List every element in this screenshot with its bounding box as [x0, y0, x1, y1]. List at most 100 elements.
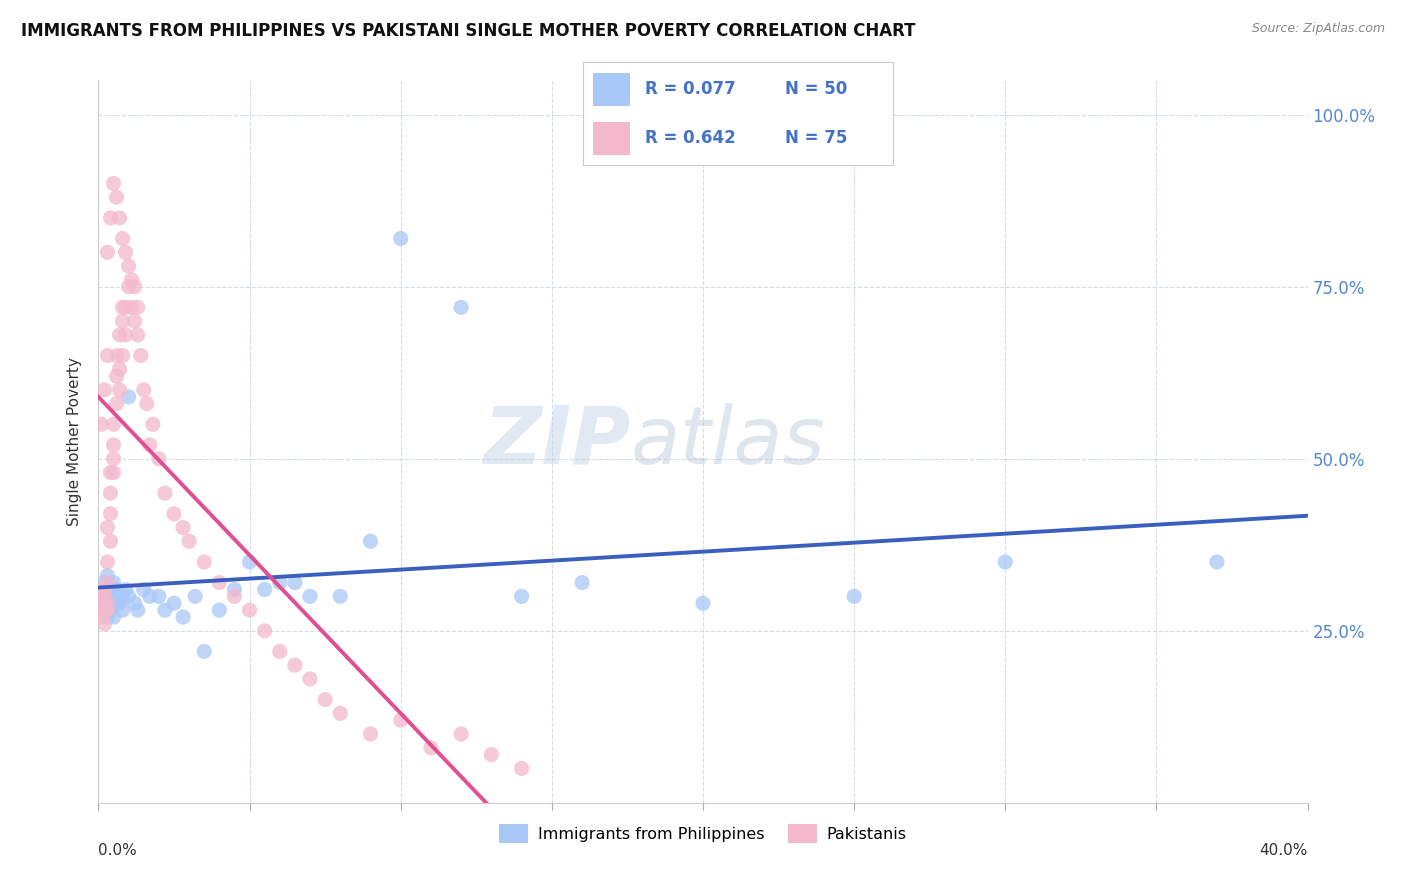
Point: [208, 603, 231, 617]
Point: [96, 582, 118, 597]
Point: [844, 590, 866, 604]
Text: ZIP: ZIP: [484, 402, 630, 481]
FancyBboxPatch shape: [593, 122, 630, 155]
Point: [360, 727, 382, 741]
Point: [96, 555, 118, 569]
Point: [105, 582, 128, 597]
Point: [389, 231, 412, 245]
Point: [103, 177, 125, 191]
Point: [108, 596, 131, 610]
Point: [96, 596, 118, 610]
Point: [90, 582, 112, 597]
Text: R = 0.077: R = 0.077: [645, 80, 737, 98]
Point: [108, 362, 131, 376]
Point: [111, 590, 134, 604]
Point: [100, 596, 122, 610]
Point: [124, 596, 146, 610]
Point: [148, 590, 170, 604]
Point: [269, 575, 291, 590]
Point: [90, 596, 112, 610]
Point: [111, 314, 134, 328]
Point: [127, 603, 149, 617]
Point: [129, 349, 152, 363]
Point: [96, 610, 118, 624]
Point: [111, 603, 134, 617]
Point: [253, 582, 276, 597]
Point: [100, 466, 122, 480]
Point: [108, 590, 131, 604]
Point: [121, 301, 143, 315]
Point: [329, 706, 352, 721]
Y-axis label: Single Mother Poverty: Single Mother Poverty: [67, 357, 83, 526]
Point: [118, 590, 141, 604]
Text: atlas: atlas: [630, 402, 825, 481]
Point: [299, 590, 322, 604]
Point: [114, 301, 136, 315]
Text: 0.0%: 0.0%: [98, 843, 138, 857]
Legend: Immigrants from Philippines, Pakistanis: Immigrants from Philippines, Pakistanis: [494, 818, 912, 849]
Point: [224, 590, 246, 604]
Point: [148, 451, 170, 466]
Point: [93, 383, 115, 397]
Point: [114, 327, 136, 342]
Point: [103, 417, 125, 432]
Point: [100, 590, 122, 604]
Point: [127, 301, 149, 315]
Point: [108, 211, 131, 225]
Point: [121, 273, 143, 287]
Point: [142, 417, 165, 432]
Point: [118, 390, 141, 404]
Point: [299, 672, 322, 686]
Point: [90, 610, 112, 624]
Point: [105, 590, 128, 604]
Point: [132, 383, 155, 397]
Point: [172, 610, 194, 624]
FancyBboxPatch shape: [593, 73, 630, 105]
Point: [114, 582, 136, 597]
Point: [93, 603, 115, 617]
Point: [284, 575, 307, 590]
Point: [93, 616, 115, 631]
Point: [124, 279, 146, 293]
Point: [269, 644, 291, 658]
Point: [108, 327, 131, 342]
Point: [420, 740, 443, 755]
Point: [100, 507, 122, 521]
Point: [153, 603, 176, 617]
Point: [103, 596, 125, 610]
Point: [571, 575, 593, 590]
Point: [103, 451, 125, 466]
Point: [93, 590, 115, 604]
Point: [93, 603, 115, 617]
Point: [389, 713, 412, 727]
Point: [163, 507, 186, 521]
Point: [96, 575, 118, 590]
Point: [118, 279, 141, 293]
Point: [105, 190, 128, 204]
Text: N = 50: N = 50: [785, 80, 846, 98]
Point: [90, 596, 112, 610]
Point: [96, 349, 118, 363]
Point: [100, 603, 122, 617]
Point: [93, 582, 115, 597]
Point: [96, 245, 118, 260]
Point: [103, 438, 125, 452]
Point: [114, 245, 136, 260]
Point: [481, 747, 503, 762]
Point: [96, 520, 118, 534]
Point: [208, 575, 231, 590]
Point: [153, 486, 176, 500]
Point: [124, 314, 146, 328]
Point: [93, 590, 115, 604]
Point: [96, 603, 118, 617]
Point: [100, 211, 122, 225]
Point: [111, 231, 134, 245]
Point: [360, 534, 382, 549]
Point: [108, 383, 131, 397]
Point: [139, 590, 162, 604]
Point: [224, 582, 246, 597]
Point: [100, 486, 122, 500]
Point: [284, 658, 307, 673]
Point: [239, 603, 262, 617]
Point: [127, 327, 149, 342]
